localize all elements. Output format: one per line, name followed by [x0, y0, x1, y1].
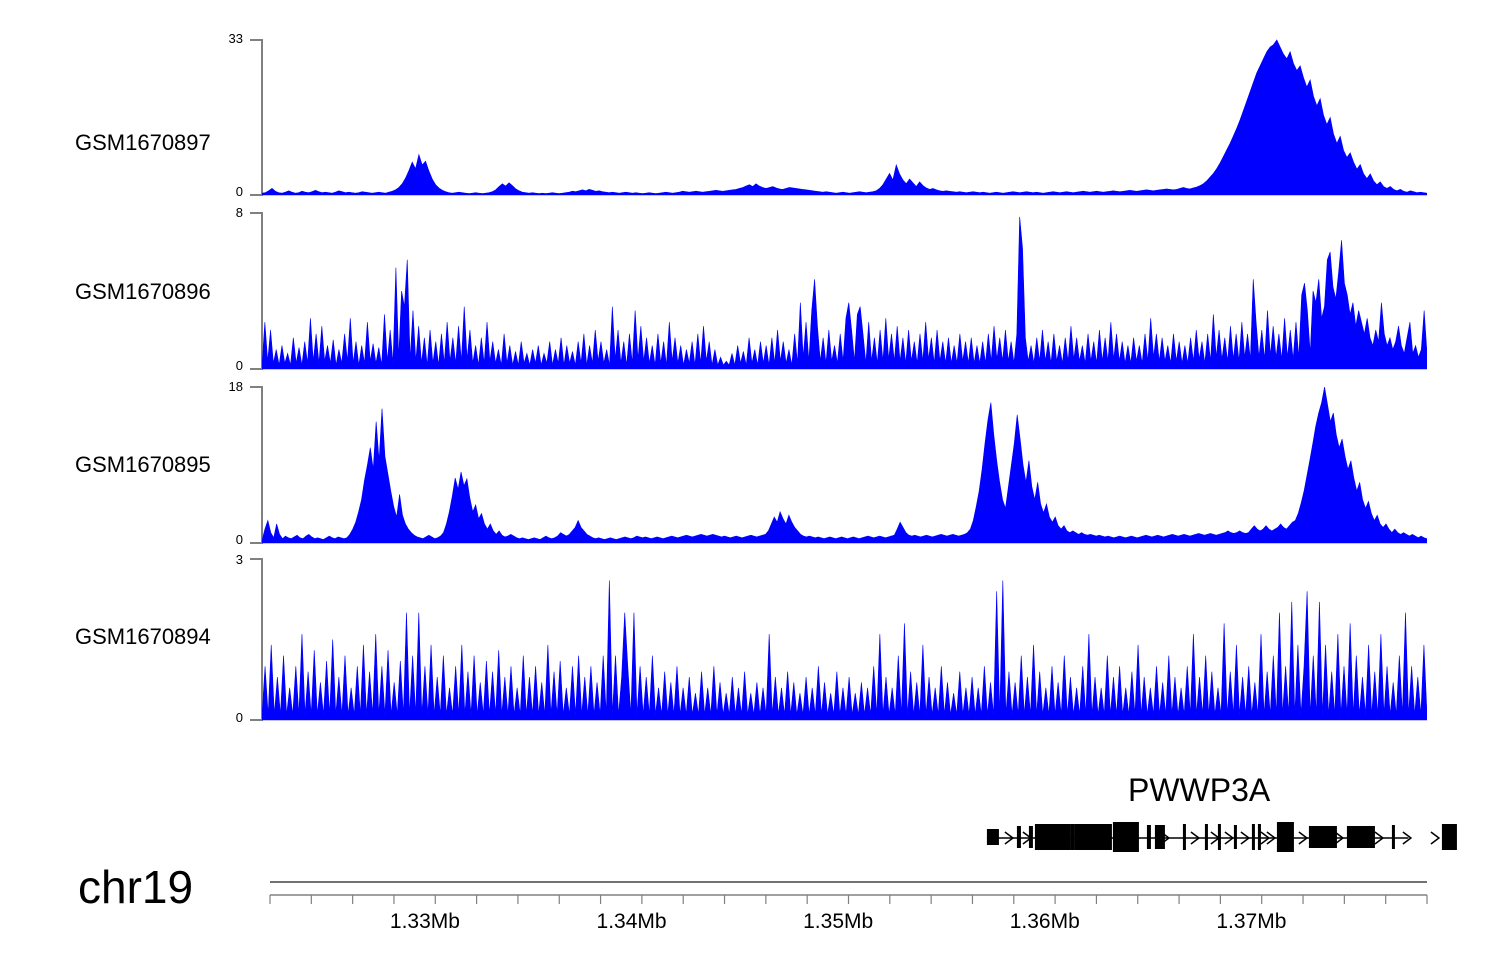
coordinate-ruler[interactable]: [0, 878, 1500, 913]
track-gsm1670897[interactable]: GSM1670897 33 0: [0, 30, 1500, 200]
track-gsm1670896[interactable]: GSM1670896 8 0: [0, 205, 1500, 373]
ruler-tick-label: 1.37Mb: [1216, 910, 1287, 933]
track-axis-max-gsm1670897: 33: [228, 31, 243, 46]
track-axis-min-gsm1670895: 0: [235, 532, 243, 547]
track-axis-max-gsm1670896: 8: [235, 205, 243, 220]
ruler-tick-label: 1.35Mb: [803, 910, 874, 933]
track-axis-min-gsm1670894: 0: [235, 710, 243, 725]
track-label-gsm1670896: GSM1670896: [75, 279, 211, 304]
track-data-gsm1670897: [262, 39, 1427, 196]
track-data-gsm1670896: [262, 216, 1427, 370]
track-axis-gsm1670896: [250, 212, 263, 370]
track-label-gsm1670894: GSM1670894: [75, 624, 211, 649]
track-data-gsm1670894: [262, 580, 1427, 721]
track-axis-gsm1670894: [250, 558, 263, 721]
track-gsm1670894[interactable]: GSM1670894 3 0: [0, 551, 1500, 726]
track-axis-gsm1670897: [250, 39, 263, 196]
gene-model[interactable]: [0, 812, 1500, 864]
track-gsm1670895[interactable]: GSM1670895 18 0: [0, 378, 1500, 548]
track-axis-max-gsm1670894: 3: [235, 552, 243, 567]
track-label-gsm1670895: GSM1670895: [75, 452, 211, 477]
gene-name-label: PWWP3A: [1128, 772, 1271, 808]
track-axis-gsm1670895: [250, 386, 263, 544]
chromosome-label: chr19: [78, 861, 194, 913]
track-data-gsm1670895: [262, 386, 1427, 544]
ruler-tick-label: 1.33Mb: [389, 910, 460, 933]
track-axis-min-gsm1670897: 0: [235, 184, 243, 199]
track-axis-max-gsm1670895: 18: [228, 379, 243, 394]
track-label-gsm1670897: GSM1670897: [75, 130, 211, 155]
ruler-tick-label: 1.36Mb: [1009, 910, 1080, 933]
track-axis-min-gsm1670896: 0: [235, 358, 243, 373]
ruler-tick-label: 1.34Mb: [596, 910, 667, 933]
